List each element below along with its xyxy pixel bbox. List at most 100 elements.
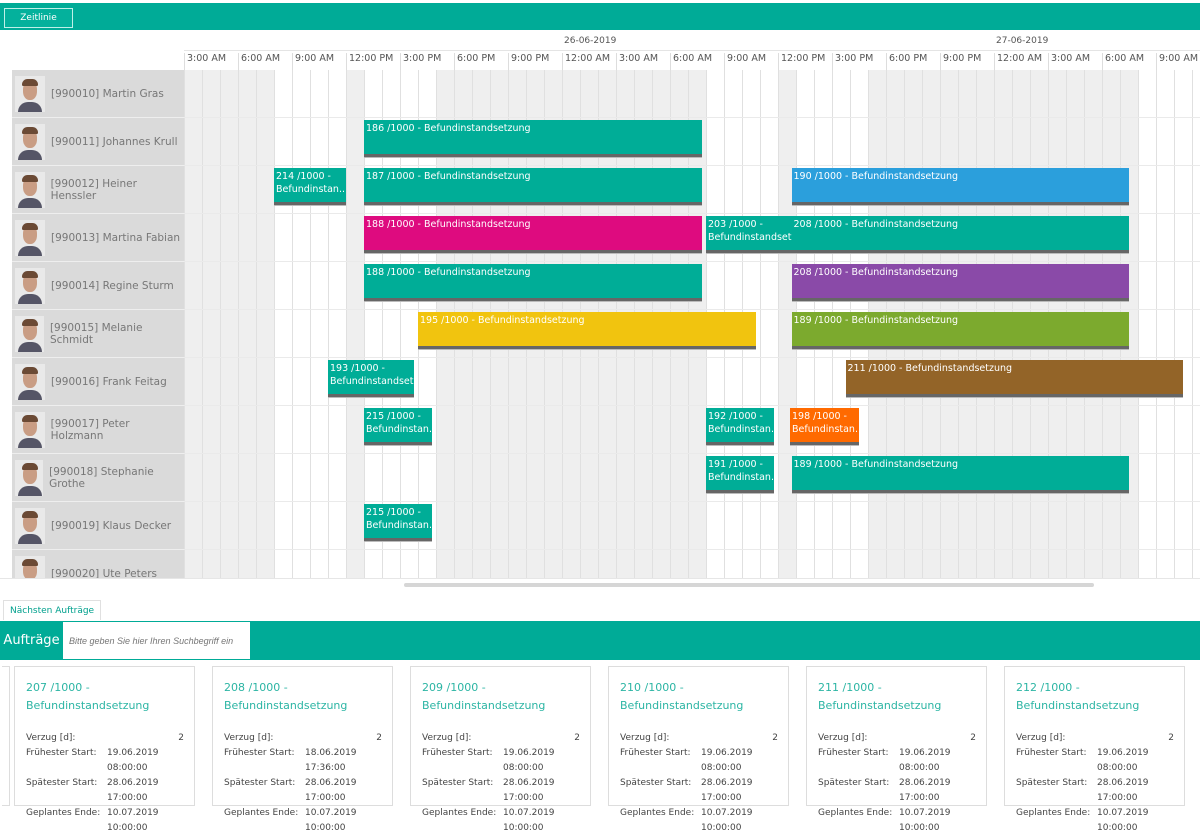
order-title: 212 /1000 - Befundinstandsetzung	[1016, 679, 1174, 731]
field-label: Verzug [d]:	[620, 731, 701, 746]
order-field-delay: Verzug [d]:2	[422, 731, 580, 746]
timeline-button[interactable]: Zeitlinie	[4, 8, 73, 28]
field-label: Geplantes Ende:	[26, 806, 107, 836]
task-bar[interactable]: 211 /1000 - Befundinstandsetzung	[846, 360, 1184, 397]
task-bar[interactable]: 189 /1000 - Befundinstandsetzung	[792, 312, 1130, 349]
order-field-delay: Verzug [d]:2	[818, 731, 976, 746]
task-bar[interactable]: 187 /1000 - Befundinstandsetzung	[364, 168, 702, 205]
task-bar[interactable]: 192 /1000 - Befundinstan...	[706, 408, 774, 445]
scrollbar-thumb[interactable]	[404, 583, 1094, 587]
hour-label: 6:00 PM	[886, 53, 940, 70]
task-bar[interactable]: 191 /1000 - Befundinstan...	[706, 456, 774, 493]
field-label: Verzug [d]:	[818, 731, 899, 746]
field-value: 28.06.2019 17:00:00	[305, 776, 382, 806]
field-label: Geplantes Ende:	[224, 806, 305, 836]
resource-row[interactable]: [990013] Martina Fabian	[12, 214, 184, 262]
resource-name: [990011] Johannes Krull	[51, 136, 178, 148]
resource-row[interactable]: [990012] Heiner Henssler	[12, 166, 184, 214]
date-label: 26-06-2019	[562, 36, 616, 46]
task-bar[interactable]: 203 /1000 - Befundinstandset...	[706, 216, 792, 253]
order-field-earliest: Frühester Start:19.06.2019 08:00:00	[1016, 746, 1174, 776]
resource-name: [990010] Martin Gras	[51, 88, 164, 100]
resource-row[interactable]: [990015] Melanie Schmidt	[12, 310, 184, 358]
order-field-delay: Verzug [d]:2	[620, 731, 778, 746]
row-divider	[184, 501, 1200, 502]
field-value: 10.07.2019 10:00:00	[107, 806, 184, 836]
order-title: 208 /1000 - Befundinstandsetzung	[224, 679, 382, 731]
order-field-delay: Verzug [d]:2	[26, 731, 184, 746]
hour-label: 12:00 PM	[346, 53, 400, 70]
task-bar[interactable]: 188 /1000 - Befundinstandsetzung	[364, 216, 702, 253]
task-bar[interactable]: 215 /1000 - Befundinstan...	[364, 408, 432, 445]
hour-label: 12:00 AM	[994, 53, 1048, 70]
resource-name: [990016] Frank Feitag	[51, 376, 167, 388]
hour-label: 6:00 PM	[454, 53, 508, 70]
field-value: 2	[107, 731, 184, 746]
resource-row[interactable]: [990017] Peter Holzmann	[12, 406, 184, 454]
row-divider	[184, 117, 1200, 118]
resource-row[interactable]: [990016] Frank Feitag	[12, 358, 184, 406]
resource-name: [990020] Ute Peters	[51, 568, 157, 579]
field-label: Geplantes Ende:	[422, 806, 503, 836]
avatar	[15, 556, 45, 579]
order-field-end: Geplantes Ende:10.07.2019 10:00:00	[1016, 806, 1174, 836]
task-bar[interactable]: 186 /1000 - Befundinstandsetzung	[364, 120, 702, 157]
horizontal-scrollbar[interactable]	[0, 578, 1200, 590]
order-field-delay: Verzug [d]:2	[224, 731, 382, 746]
avatar	[15, 508, 45, 544]
order-title: 207 /1000 - Befundinstandsetzung	[26, 679, 184, 731]
row-divider	[184, 309, 1200, 310]
top-toolbar: Zeitlinie	[0, 3, 1200, 30]
row-divider	[184, 357, 1200, 358]
resource-row[interactable]: [990014] Regine Sturm	[12, 262, 184, 310]
resource-row[interactable]: [990019] Klaus Decker	[12, 502, 184, 550]
hour-label: 9:00 PM	[508, 53, 562, 70]
resource-name: [990015] Melanie Schmidt	[50, 322, 184, 346]
hour-label: 6:00 AM	[670, 53, 724, 70]
hour-label: 9:00 AM	[292, 53, 346, 70]
field-label: Spätester Start:	[818, 776, 899, 806]
hour-label: 12:00 PM	[778, 53, 832, 70]
field-label: Geplantes Ende:	[1016, 806, 1097, 836]
task-bar[interactable]: 214 /1000 - Befundinstan...	[274, 168, 346, 205]
field-label: Frühester Start:	[1016, 746, 1097, 776]
avatar	[15, 364, 45, 400]
order-field-latest: Spätester Start:28.06.2019 17:00:00	[422, 776, 580, 806]
hour-label: 3:00 AM	[1048, 53, 1102, 70]
field-value: 2	[503, 731, 580, 746]
task-bar[interactable]: 208 /1000 - Befundinstandsetzung	[792, 264, 1130, 301]
task-bar[interactable]: 189 /1000 - Befundinstandsetzung	[792, 456, 1130, 493]
resource-name: [990017] Peter Holzmann	[51, 418, 184, 442]
field-value: 18.06.2019 17:36:00	[305, 746, 382, 776]
order-field-latest: Spätester Start:28.06.2019 17:00:00	[224, 776, 382, 806]
hour-label: 3:00 PM	[400, 53, 454, 70]
task-bar[interactable]: 190 /1000 - Befundinstandsetzung	[792, 168, 1130, 205]
task-bar[interactable]: 215 /1000 - Befundinstan...	[364, 504, 432, 541]
resource-row[interactable]: [990011] Johannes Krull	[12, 118, 184, 166]
hour-label: 3:00 AM	[184, 53, 238, 70]
task-bar[interactable]: 208 /1000 - Befundinstandsetzung	[792, 216, 1130, 253]
order-field-earliest: Frühester Start:19.06.2019 08:00:00	[422, 746, 580, 776]
date-label: 27-06-2019	[994, 36, 1048, 46]
field-label: Verzug [d]:	[1016, 731, 1097, 746]
resource-row[interactable]: [990020] Ute Peters	[12, 550, 184, 578]
resource-row[interactable]: [990010] Martin Gras	[12, 70, 184, 118]
task-bar[interactable]: 193 /1000 - Befundinstandset...	[328, 360, 414, 397]
task-bar[interactable]: 188 /1000 - Befundinstandsetzung	[364, 264, 702, 301]
field-label: Spätester Start:	[26, 776, 107, 806]
tab-next-orders[interactable]: Nächsten Aufträge	[3, 600, 101, 620]
task-bar[interactable]: 198 /1000 - Befundinstan...	[790, 408, 859, 445]
field-value: 10.07.2019 10:00:00	[1097, 806, 1174, 836]
field-value: 19.06.2019 08:00:00	[503, 746, 580, 776]
resource-row[interactable]: [990018] Stephanie Grothe	[12, 454, 184, 502]
resource-name: [990018] Stephanie Grothe	[49, 466, 184, 490]
task-bar[interactable]: 195 /1000 - Befundinstandsetzung	[418, 312, 756, 349]
search-input[interactable]	[63, 622, 250, 659]
order-field-end: Geplantes Ende:10.07.2019 10:00:00	[818, 806, 976, 836]
